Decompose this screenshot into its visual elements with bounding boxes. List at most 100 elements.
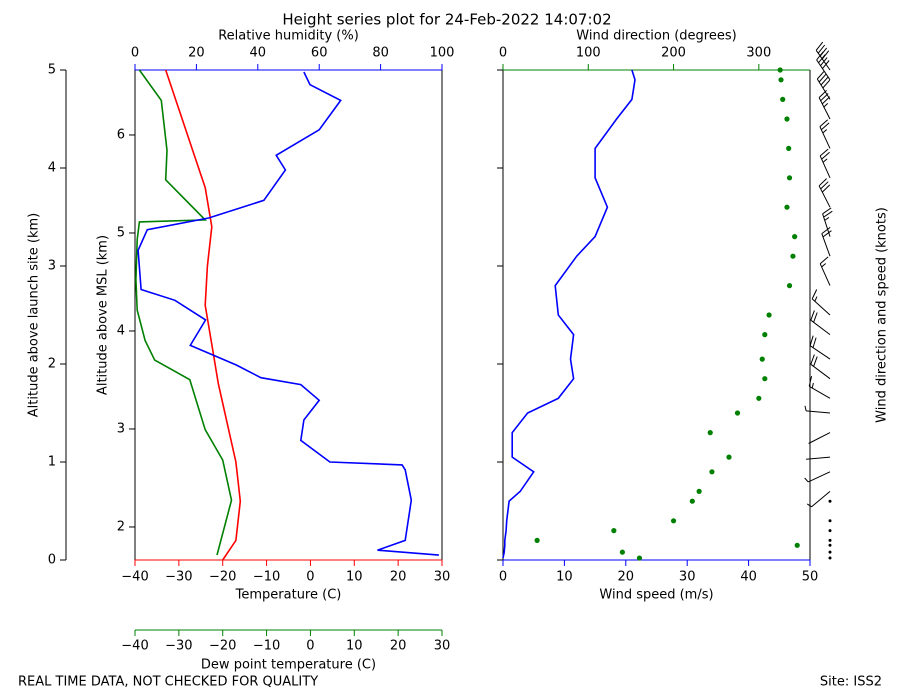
data-point (762, 376, 768, 382)
wind-barb (828, 519, 832, 523)
x2-tick-label: 60 (311, 46, 328, 61)
x2-tick-label: 40 (250, 46, 267, 61)
footer-note: REAL TIME DATA, NOT CHECKED FOR QUALITY (18, 675, 318, 690)
data-point (534, 537, 540, 544)
data-point (777, 67, 783, 73)
wind-barb (815, 41, 831, 71)
y-tick-label: 1 (48, 455, 56, 470)
x3-tick-label: −10 (253, 639, 280, 654)
x-tick-label: −40 (121, 570, 148, 585)
data-point (786, 283, 793, 289)
wind-barb (819, 119, 831, 149)
data-point (734, 410, 741, 416)
x-tick-label: 0 (499, 570, 507, 585)
y2-tick-label: 2 (117, 519, 125, 534)
barb-axis-title: Wind direction and speed (knots) (875, 207, 890, 423)
chart-title: Height series plot for 24-Feb-2022 14:07… (282, 11, 611, 29)
data-point (636, 555, 643, 561)
y-tick-label: 5 (48, 63, 56, 78)
x3-tick-label: 10 (346, 639, 363, 654)
x3-tick-label: 30 (434, 639, 451, 654)
x-tick-label: 50 (802, 570, 819, 585)
wind-barb (818, 178, 831, 208)
y-tick-label: 4 (48, 161, 56, 176)
data-point (709, 469, 715, 475)
wind-barb (806, 491, 831, 508)
wind-barb (828, 550, 832, 554)
x-tick-label: 40 (740, 570, 757, 585)
wind-barb (810, 310, 831, 335)
y2-tick-label: 4 (117, 323, 125, 338)
data-point (780, 96, 786, 102)
x2-tick-label: 300 (746, 46, 771, 61)
wind-barb (828, 543, 832, 547)
data-point (794, 542, 800, 548)
data-point (766, 312, 772, 318)
y2-axis-title: Altitude above MSL (km) (96, 235, 111, 395)
x-tick-label: 30 (679, 570, 696, 585)
x2-tick-label: 0 (131, 46, 139, 61)
x3-tick-label: −30 (165, 639, 192, 654)
x-axis-title: Wind speed (m/s) (599, 588, 713, 603)
x-tick-label: 0 (306, 570, 314, 585)
x2-axis-title: Relative humidity (%) (218, 29, 359, 44)
y2-tick-label: 6 (117, 127, 125, 142)
x3-tick-label: 20 (390, 639, 407, 654)
x2-tick-label: 20 (188, 46, 205, 61)
data-point (726, 454, 732, 460)
x3-axis-title: Dew point temperature (C) (201, 658, 376, 673)
x-tick-label: −20 (209, 570, 236, 585)
wind-barb (828, 556, 832, 560)
data-point (786, 145, 792, 151)
data-point (792, 234, 798, 240)
wind-barb (819, 148, 831, 179)
wind-barb (808, 375, 831, 399)
y2-tick-label: 3 (117, 421, 125, 436)
wind-barb (821, 226, 832, 257)
wind-barb (804, 471, 831, 483)
wind-barb (816, 70, 831, 100)
y-tick-label: 3 (48, 259, 56, 274)
x-tick-label: 10 (346, 570, 363, 585)
wind-barb (819, 256, 831, 286)
data-point (756, 395, 762, 401)
data-point (689, 498, 695, 504)
data-point (778, 77, 784, 83)
data-point (759, 356, 765, 362)
x-tick-label: 10 (556, 570, 573, 585)
y-axis-title: Altitude above launch site (km) (27, 213, 42, 417)
data-point (786, 175, 793, 181)
x2-tick-label: 0 (499, 46, 507, 61)
x2-tick-label: 100 (576, 46, 601, 61)
x3-tick-label: 0 (306, 639, 314, 654)
data-point (707, 430, 713, 436)
x-tick-label: 20 (618, 570, 635, 585)
x3-tick-label: −20 (209, 639, 236, 654)
wind-barb (828, 529, 832, 533)
wind-barb (822, 207, 833, 237)
wind-barb (828, 538, 832, 542)
data-point (619, 549, 625, 555)
x-tick-label: −10 (253, 570, 280, 585)
x-tick-label: 20 (390, 570, 407, 585)
x2-axis-title: Wind direction (degrees) (576, 29, 736, 44)
x-tick-label: 30 (434, 570, 451, 585)
wind-barb (808, 432, 831, 444)
x3-tick-label: −40 (121, 639, 148, 654)
x-tick-label: −30 (165, 570, 192, 585)
wind-barb (818, 90, 831, 120)
wind-barb (828, 499, 832, 503)
wind-barb (806, 456, 831, 460)
data-line (135, 69, 233, 556)
data-point (784, 204, 790, 210)
y2-tick-label: 5 (117, 225, 125, 240)
data-point (696, 488, 702, 494)
data-line (137, 71, 439, 556)
wind-barb (809, 335, 831, 360)
y-tick-label: 0 (48, 553, 56, 568)
wind-barb (816, 51, 831, 81)
data-line (502, 69, 636, 559)
x2-tick-label: 80 (372, 46, 389, 61)
wind-barb (810, 354, 831, 380)
